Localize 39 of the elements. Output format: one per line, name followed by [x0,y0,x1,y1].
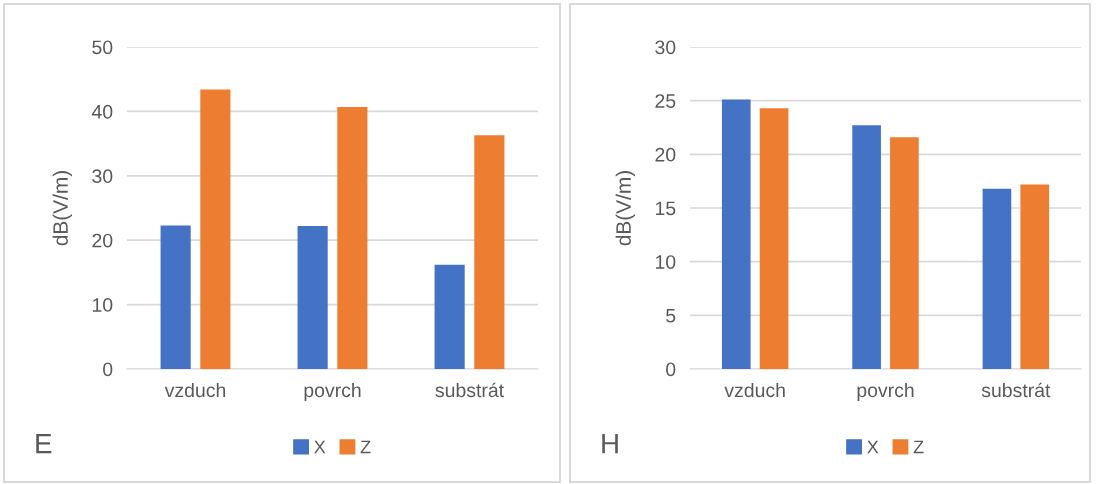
y-tick-label: 0 [103,362,113,377]
y-axis-title: dB(V/m) [615,171,636,246]
text: E [36,434,52,454]
bar [474,135,505,369]
x-tick-label: povrch [857,382,914,402]
y-tick-label: 20 [92,233,113,248]
bar [297,226,328,369]
text: H [602,434,618,454]
legend-label: X [867,440,879,454]
y-tick-label: 30 [92,169,113,184]
x-tick-label: substrát [981,382,1051,398]
bar [200,89,231,369]
y-tick-label: 30 [655,40,676,55]
y-tick-label: 5 [666,309,676,323]
y-tick-label: 25 [655,94,676,108]
y-axis-title: dB(V/m) [52,171,73,246]
y-tick-label: 40 [91,104,113,119]
bar [434,264,465,369]
x-tick-label: povrch [304,382,361,402]
legend-label: X [314,440,326,454]
bar [982,188,1012,369]
x-tick-label: vzduch [164,382,226,398]
bar [890,137,919,369]
bar [337,106,368,369]
bar [160,225,191,369]
y-tick-label: 10 [655,255,676,269]
bar [721,99,751,369]
bar [852,125,881,369]
legend-label: Z [360,440,371,454]
x-tick-label: vzduch [724,382,785,398]
y-tick-label: 10 [92,298,113,312]
y-tick-label: 15 [655,201,676,216]
x-tick-label: substrát [435,382,504,398]
bar [1020,184,1050,369]
y-tick-label: 50 [92,40,113,55]
y-tick-label: 0 [666,362,676,377]
y-tick-label: 20 [655,147,676,162]
bar [759,108,789,369]
legend-label: Z [913,440,924,454]
